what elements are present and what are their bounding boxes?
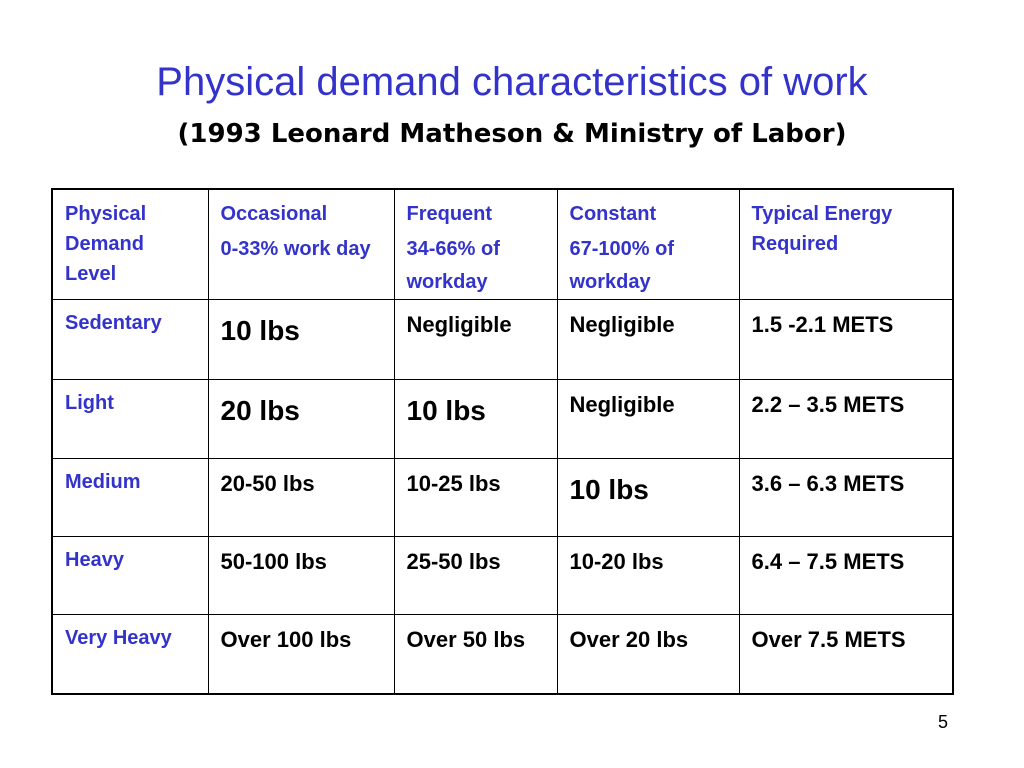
header-frequent: Frequent 34-66% of workday <box>393 188 558 300</box>
table-row: Heavy 50-100 lbs 25-50 lbs 10-20 lbs 6.4… <box>51 536 954 615</box>
header-occasional-range: 0-33% work day <box>220 238 371 260</box>
row-level: Sedentary <box>51 299 209 380</box>
header-occasional: Occasional 0-33% work day <box>207 188 395 300</box>
table-row: Sedentary 10 lbs Negligible Negligible 1… <box>51 299 954 380</box>
table-row: Very Heavy Over 100 lbs Over 50 lbs Over… <box>51 614 954 694</box>
header-level-label: Physical Demand Level <box>65 203 147 285</box>
slide-subtitle: (1993 Leonard Matheson & Ministry of Lab… <box>177 119 847 149</box>
row-occasional: 20-50 lbs <box>207 458 395 537</box>
header-level: Physical Demand Level <box>51 188 209 300</box>
row-frequent: Over 50 lbs <box>393 614 558 694</box>
row-energy: Over 7.5 METS <box>738 614 954 694</box>
row-occasional: 10 lbs <box>207 299 395 380</box>
row-frequent: 25-50 lbs <box>393 536 558 615</box>
slide-number: 5 <box>937 712 948 732</box>
table-header-row: Physical Demand Level Occasional 0-33% w… <box>51 188 954 300</box>
row-constant: Negligible <box>556 299 740 380</box>
row-level: Very Heavy <box>51 614 209 694</box>
header-occasional-label: Occasional <box>220 203 328 225</box>
row-level: Light <box>51 379 209 459</box>
header-constant-label: Constant <box>569 203 657 225</box>
row-occasional: 20 lbs <box>207 379 395 459</box>
row-occasional: Over 100 lbs <box>207 614 395 694</box>
row-constant: Negligible <box>556 379 740 459</box>
header-energy-label: Typical Energy Required <box>751 203 893 255</box>
row-constant: Over 20 lbs <box>556 614 740 694</box>
row-constant: 10-20 lbs <box>556 536 740 615</box>
header-constant: Constant 67-100% of workday <box>556 188 740 300</box>
slide-title: Physical demand characteristics of work <box>156 60 868 104</box>
row-frequent: Negligible <box>393 299 558 380</box>
row-constant: 10 lbs <box>556 458 740 537</box>
row-occasional: 50-100 lbs <box>207 536 395 615</box>
header-energy: Typical Energy Required <box>738 188 954 300</box>
header-frequent-range: 34-66% of workday <box>406 238 500 293</box>
table-row: Light 20 lbs 10 lbs Negligible 2.2 – 3.5… <box>51 379 954 459</box>
row-level: Medium <box>51 458 209 537</box>
header-frequent-label: Frequent <box>406 203 493 225</box>
row-frequent: 10-25 lbs <box>393 458 558 537</box>
row-level: Heavy <box>51 536 209 615</box>
physical-demand-table: Physical Demand Level Occasional 0-33% w… <box>51 188 954 695</box>
header-constant-range: 67-100% of workday <box>569 238 675 293</box>
row-energy: 3.6 – 6.3 METS <box>738 458 954 537</box>
row-frequent: 10 lbs <box>393 379 558 459</box>
row-energy: 1.5 -2.1 METS <box>738 299 954 380</box>
row-energy: 2.2 – 3.5 METS <box>738 379 954 459</box>
table-row: Medium 20-50 lbs 10-25 lbs 10 lbs 3.6 – … <box>51 458 954 537</box>
row-energy: 6.4 – 7.5 METS <box>738 536 954 615</box>
